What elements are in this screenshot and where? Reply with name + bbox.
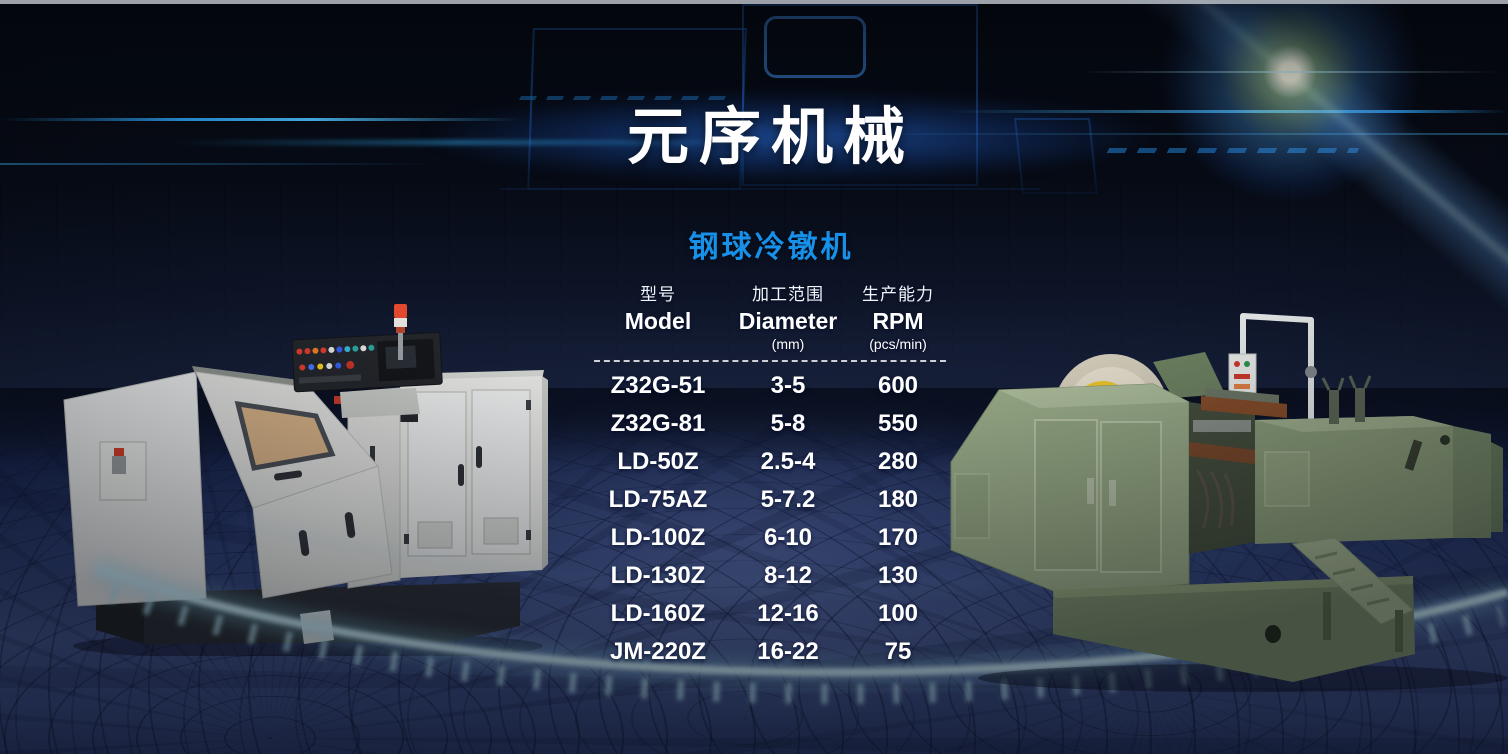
model-cell: Z32G-81 [610, 410, 706, 437]
table-row: Z32G-51 3-5 600 [578, 367, 958, 405]
diameter-cell: 5-7.2 [760, 486, 816, 513]
page-title: 元序机械 [626, 103, 915, 172]
right-machine-image [950, 313, 1508, 692]
table-row: LD-75AZ 5-7.2 180 [578, 481, 958, 519]
model-cell: LD-75AZ [608, 486, 708, 513]
diameter-cell: 16-22 [757, 638, 819, 665]
diameter-cell: 3-5 [770, 372, 806, 399]
table-row: JM-220Z 16-22 75 [578, 633, 958, 671]
rpm-cell: 100 [877, 600, 919, 627]
rpm-cell: 75 [884, 638, 912, 665]
table-row: LD-50Z 2.5-4 280 [578, 443, 958, 481]
diameter-cell: 6-10 [763, 524, 813, 551]
rpm-cell: 170 [877, 524, 919, 551]
head-block [1255, 375, 1503, 544]
diameter-cell: 2.5-4 [760, 448, 816, 475]
table-row: Z32G-81 5-8 550 [578, 405, 958, 443]
dashed-separator [594, 360, 946, 362]
model-cell: LD-100Z [610, 524, 706, 551]
model-cell: LD-130Z [610, 562, 706, 589]
column-header-model: 型号 Model [624, 285, 692, 334]
diameter-cell: 5-8 [770, 410, 806, 437]
head-door [1264, 451, 1310, 507]
rpm-cell: 280 [877, 448, 919, 475]
model-cell: LD-50Z [617, 448, 699, 475]
diameter-cell: 8-12 [763, 562, 813, 589]
top-edge-strip [0, 0, 1508, 4]
column-header-rpm: 生产能力 RPM (pcs/min) [862, 285, 934, 352]
page-subtitle: 钢球冷镦机 [688, 231, 854, 264]
rpm-cell: 550 [877, 410, 919, 437]
machine-body [950, 383, 1190, 595]
spec-table-header: 型号 Model 加工范围 Diameter (mm) 生产能力 RPM (pc… [578, 280, 958, 352]
table-row: LD-100Z 6-10 170 [578, 519, 958, 557]
table-row: LD-160Z 12-16 100 [578, 595, 958, 633]
column-header-diameter: 加工范围 Diameter (mm) [738, 285, 838, 352]
model-cell: LD-160Z [610, 600, 706, 627]
spec-table-body: Z32G-51 3-5 600 Z32G-81 5-8 550 LD-50Z 2… [578, 367, 958, 671]
model-cell: Z32G-51 [610, 372, 706, 399]
rpm-cell: 180 [877, 486, 919, 513]
left-machine-image [63, 304, 548, 656]
spec-table: 型号 Model 加工范围 Diameter (mm) 生产能力 RPM (pc… [578, 280, 958, 671]
diameter-cell: 12-16 [757, 600, 819, 627]
table-row: LD-130Z 8-12 130 [578, 557, 958, 595]
rpm-cell: 600 [877, 372, 919, 399]
rpm-cell: 130 [877, 562, 919, 589]
model-cell: JM-220Z [609, 638, 707, 665]
lens-flare-line [1080, 71, 1500, 73]
